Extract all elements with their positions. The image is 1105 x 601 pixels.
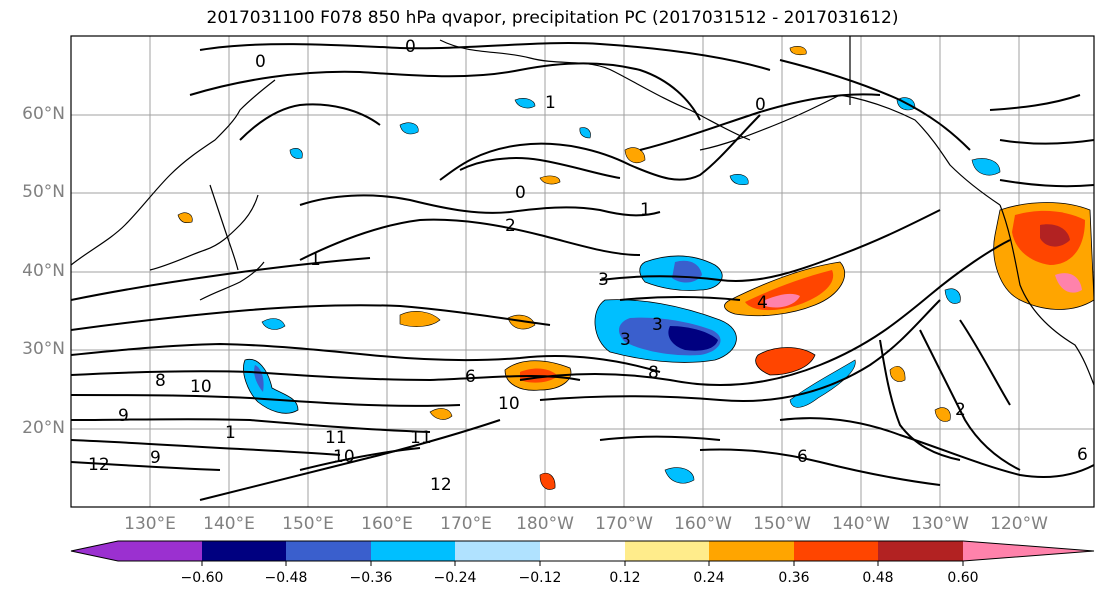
colorbar-tick-label: 0.60 (947, 570, 979, 586)
colorbar-bin (878, 541, 963, 561)
map-frame-content (71, 36, 1094, 507)
lon-label-160e: 160°E (361, 514, 413, 534)
map-border (70, 35, 1095, 508)
colorbar-tick-label: 0.36 (778, 570, 810, 586)
map-title: 2017031100 F078 850 hPa qvapor, precipit… (206, 8, 899, 28)
lat-label-50n: 50°N (22, 182, 65, 202)
colorbar-bin (709, 541, 794, 561)
precip-anomaly-fills (177, 46, 1094, 490)
colorbar-bin (455, 541, 540, 561)
colorbar-tick-label: 0.24 (693, 570, 725, 586)
colorbar (70, 540, 1095, 566)
colorbar-bin (202, 541, 286, 561)
lon-label-140w: 140°W (832, 514, 890, 534)
colorbar-bin (794, 541, 878, 561)
lon-label-170e: 170°E (440, 514, 492, 534)
lon-label-180w: 180°W (516, 514, 574, 534)
colorbar-tick-label: 0.12 (609, 570, 641, 586)
colorbar-tick-label: −0.36 (349, 570, 393, 586)
lon-label-130w: 130°W (911, 514, 969, 534)
colorbar-bin (540, 541, 625, 561)
lon-label-160w: 160°W (674, 514, 732, 534)
lat-label-30n: 30°N (22, 339, 65, 359)
lon-label-170w: 170°W (595, 514, 653, 534)
qvapor-contours (71, 42, 1094, 501)
colorbar-right-extension (963, 541, 1094, 561)
lat-label-20n: 20°N (22, 418, 65, 438)
colorbar-left-extension (71, 541, 118, 561)
lon-label-140e: 140°E (203, 514, 255, 534)
colorbar-tick-label: −0.12 (518, 570, 562, 586)
colorbar-bin (371, 541, 455, 561)
coastlines (71, 36, 1094, 386)
colorbar-tick-label: −0.60 (180, 570, 224, 586)
colorbar-bin (286, 541, 371, 561)
colorbar-bin (118, 541, 202, 561)
lat-label-60n: 60°N (22, 104, 65, 124)
lon-label-150e: 150°E (282, 514, 334, 534)
colorbar-bin (625, 541, 709, 561)
lon-label-150w: 150°W (753, 514, 811, 534)
lat-label-40n: 40°N (22, 261, 65, 281)
colorbar-tick-label: −0.24 (433, 570, 477, 586)
graticule (71, 36, 1094, 507)
lon-label-130e: 130°E (124, 514, 176, 534)
lon-label-120w: 120°W (990, 514, 1048, 534)
colorbar-tick-label: −0.48 (264, 570, 308, 586)
colorbar-tick-label: 0.48 (862, 570, 894, 586)
